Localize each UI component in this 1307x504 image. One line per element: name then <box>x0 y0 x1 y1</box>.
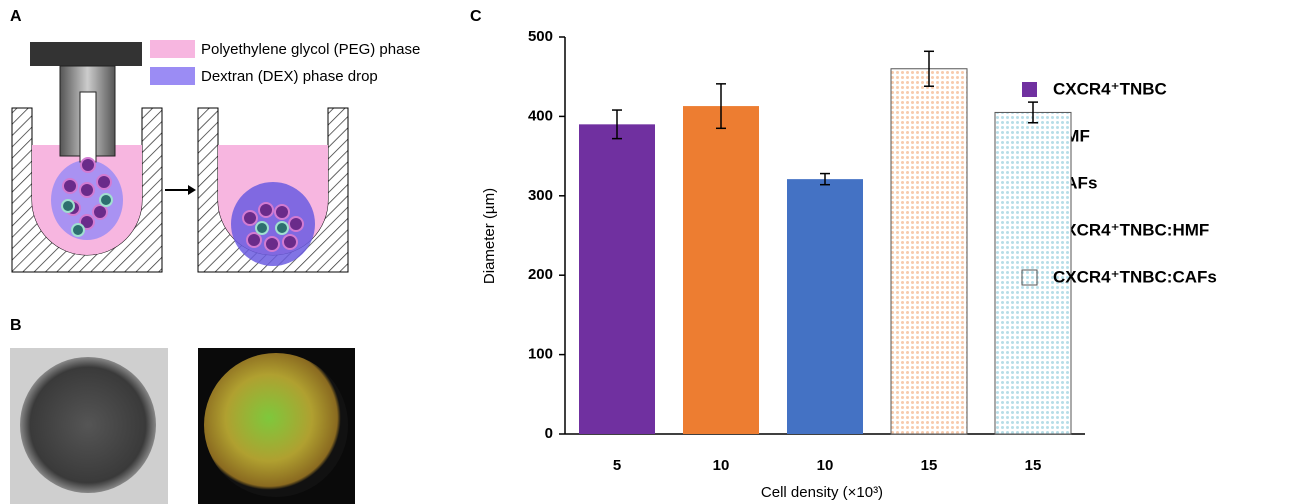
figure: A Polyethylene glycol (PEG) phase Dextra… <box>0 0 1307 504</box>
x-tick-label: 15 <box>1025 457 1042 474</box>
spheroid <box>20 357 156 493</box>
legend-swatch <box>1022 270 1037 285</box>
legend-label: CXCR4⁺TNBC:CAFs <box>1053 267 1217 286</box>
panel-label: B <box>10 317 22 334</box>
bar <box>891 69 967 434</box>
x-tick-label: 5 <box>613 457 621 474</box>
diagram-legend: Dextran (DEX) phase drop <box>201 68 378 85</box>
y-tick-label: 200 <box>528 266 553 283</box>
legend-label: CXCR4⁺TNBC <box>1053 79 1167 98</box>
x-tick-label: 15 <box>921 457 938 474</box>
diagram-legend: Polyethylene glycol (PEG) phase <box>201 41 420 58</box>
panel-label: C <box>470 8 482 25</box>
y-axis-label: Diameter (µm) <box>481 188 498 284</box>
legend-swatch <box>1022 82 1037 97</box>
spheroid <box>204 353 348 497</box>
x-tick-label: 10 <box>817 457 834 474</box>
bar <box>579 124 655 434</box>
y-tick-label: 500 <box>528 28 553 45</box>
y-tick-label: 300 <box>528 187 553 204</box>
panel-label: A <box>10 8 22 25</box>
x-axis-label: Cell density (×10³) <box>761 484 883 501</box>
bar <box>683 106 759 434</box>
legend-label: CXCR4⁺TNBC:HMF <box>1053 220 1209 239</box>
y-tick-label: 400 <box>528 107 553 124</box>
x-tick-label: 10 <box>713 457 730 474</box>
legend-swatch <box>150 40 195 58</box>
bar <box>787 179 863 434</box>
y-tick-label: 0 <box>545 425 553 442</box>
legend-swatch <box>150 67 195 85</box>
y-tick-label: 100 <box>528 346 553 363</box>
